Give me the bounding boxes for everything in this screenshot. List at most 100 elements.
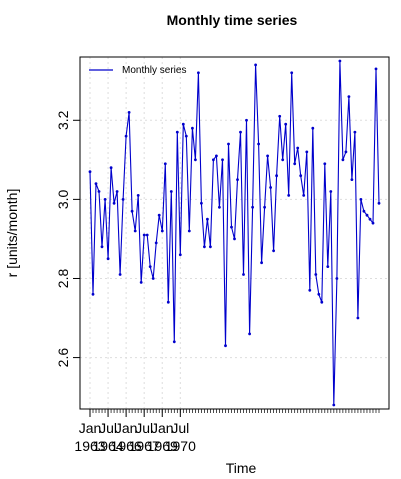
data-point (112, 201, 116, 205)
data-point (203, 245, 206, 249)
data-point (341, 158, 345, 162)
data-point (281, 158, 285, 162)
data-point (332, 403, 336, 407)
data-point (287, 194, 291, 197)
data-point (172, 340, 176, 344)
data-point (278, 114, 282, 118)
data-point (314, 273, 318, 276)
data-point (335, 277, 339, 280)
data-point (181, 122, 185, 126)
x-tick-sublabel: 1969 (147, 438, 178, 454)
data-point (200, 201, 203, 205)
data-point (178, 253, 182, 257)
x-tick-label: Jul (171, 420, 189, 436)
data-point (326, 265, 330, 268)
data-point (88, 170, 92, 174)
data-point (377, 201, 381, 205)
data-point (284, 122, 288, 126)
data-point (230, 225, 233, 229)
data-point (197, 71, 200, 75)
x-tick-sublabel: 1967 (129, 438, 160, 454)
data-point (91, 292, 95, 296)
data-point (184, 134, 188, 138)
data-point (236, 178, 239, 182)
data-point (118, 273, 122, 276)
data-point (154, 241, 158, 245)
data-point (245, 118, 248, 122)
data-point (194, 158, 197, 162)
x-tick-label: Jan (115, 420, 138, 436)
data-point (290, 71, 294, 75)
x-tick-sublabel: 1970 (165, 438, 196, 454)
data-point (121, 198, 125, 201)
data-point (130, 209, 134, 213)
data-point (145, 233, 149, 237)
data-point (344, 150, 348, 154)
data-point (166, 300, 170, 304)
data-point (169, 190, 173, 193)
data-point (317, 292, 321, 296)
data-point (266, 154, 269, 158)
data-point (374, 67, 378, 71)
data-point (251, 205, 255, 209)
data-point (109, 166, 113, 170)
data-point (215, 154, 218, 158)
y-axis-label: r [units/month] (4, 189, 20, 278)
data-point (239, 130, 242, 134)
x-tick-label: Jul (99, 420, 117, 436)
data-point (191, 126, 194, 130)
data-point (163, 162, 167, 166)
y-tick-label: 3.2 (55, 110, 71, 130)
legend-label: Monthly series (122, 65, 186, 76)
data-point (157, 213, 161, 217)
x-tick-sublabel: 1964 (92, 438, 123, 454)
x-tick-sublabel: 1963 (74, 438, 105, 454)
data-point (124, 134, 128, 138)
data-point (100, 245, 104, 249)
x-axis: Jan 1963 Jul 1964 Jan 1966 Jul 1967 Jan 1969 Jul 19… (74, 409, 380, 454)
data-point (293, 162, 297, 166)
data-point (275, 174, 278, 178)
y-tick-label: 2.8 (55, 269, 71, 289)
data-point (302, 194, 306, 197)
data-point (260, 261, 263, 265)
y-axis: 2.6 2.8 3.0 3.2 (55, 110, 80, 367)
data-point (136, 194, 140, 197)
data-point (212, 158, 215, 162)
series-line (89, 60, 380, 406)
data-point (308, 288, 312, 292)
x-tick-label: Jul (135, 420, 153, 436)
data-point (106, 257, 110, 261)
data-point (257, 142, 260, 146)
x-axis-label: Time (226, 460, 257, 476)
data-point (269, 186, 272, 189)
legend: Monthly series (89, 65, 186, 76)
data-point (359, 198, 363, 201)
data-point (338, 59, 342, 63)
data-point (142, 233, 146, 237)
data-point (329, 190, 333, 193)
data-point (371, 221, 375, 225)
data-point (299, 174, 303, 178)
data-point (97, 190, 101, 193)
data-point (227, 142, 230, 146)
chart-title: Monthly time series (167, 12, 298, 28)
data-point (160, 229, 164, 233)
data-point (233, 237, 236, 241)
data-point (350, 178, 354, 182)
data-point (305, 150, 309, 154)
data-point (127, 111, 131, 114)
data-point (248, 332, 252, 336)
data-point (94, 182, 98, 186)
data-point (224, 344, 227, 348)
data-point (151, 277, 155, 280)
data-point (175, 130, 179, 134)
data-point (362, 209, 366, 213)
data-point (218, 205, 221, 209)
y-tick-label: 3.0 (55, 189, 71, 209)
data-point (206, 217, 209, 221)
data-point (221, 158, 224, 162)
data-point (323, 162, 327, 166)
data-point (242, 273, 245, 276)
